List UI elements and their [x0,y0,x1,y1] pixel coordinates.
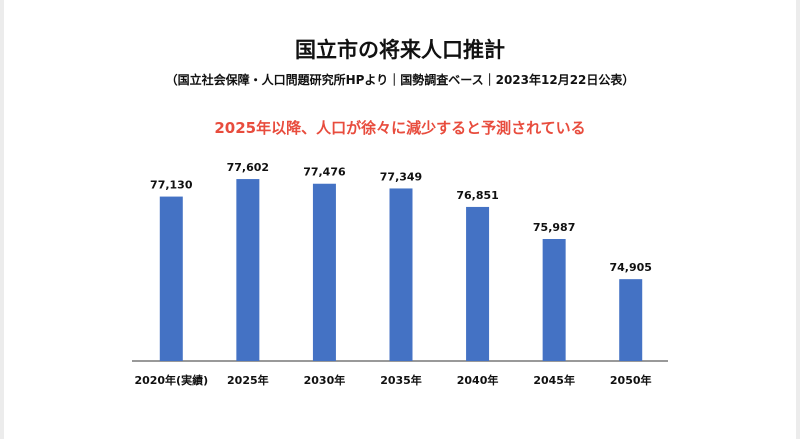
bar-6 [619,279,643,361]
data-label-2: 77,476 [303,166,346,179]
x-tick-label-4: 2040年 [457,373,499,387]
data-label-1: 77,602 [227,161,269,174]
bar-4 [466,206,490,361]
data-label-4: 76,851 [456,189,498,202]
chart-annotation: 2025年以降、人口が徐々に減少すると予測されている [214,119,586,137]
bar-1 [236,179,260,361]
chart-subtitle: （国立社会保障・人口問題研究所HPより｜国勢調査ベース｜2023年12月22日公… [165,73,635,87]
data-label-6: 74,905 [609,261,651,274]
x-tick-label-0: 2020年(実績) [134,373,208,387]
data-label-5: 75,987 [533,221,575,234]
x-tick-label-5: 2045年 [533,373,575,387]
bar-0 [159,196,183,361]
x-tick-label-6: 2050年 [610,373,652,387]
bar-2 [312,183,336,361]
x-tick-label-2: 2030年 [304,373,346,387]
bar-3 [389,188,413,361]
data-label-3: 77,349 [380,170,422,183]
data-label-0: 77,130 [150,179,193,192]
x-tick-label-3: 2035年 [380,373,422,387]
x-tick-label-1: 2025年 [227,373,269,387]
bar-5 [542,239,566,361]
chart-title: 国立市の将来人口推計 [295,38,505,62]
